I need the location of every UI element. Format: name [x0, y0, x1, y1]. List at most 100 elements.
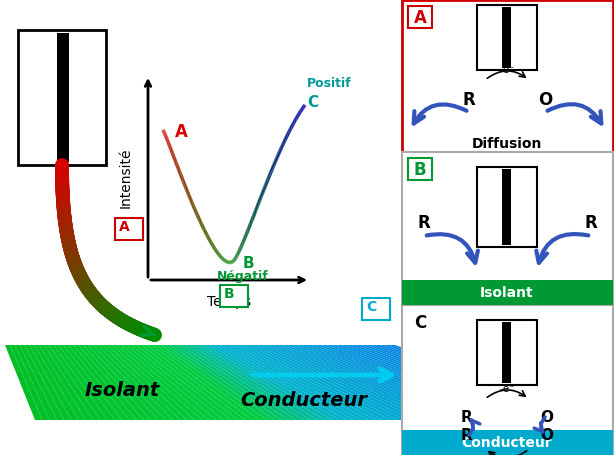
Text: -e⁻: -e⁻: [499, 65, 515, 75]
Polygon shape: [376, 345, 593, 420]
Text: Conducteur: Conducteur: [462, 436, 553, 450]
Text: C: C: [414, 314, 426, 332]
Polygon shape: [200, 345, 332, 420]
Polygon shape: [361, 345, 572, 420]
Polygon shape: [327, 345, 521, 420]
Polygon shape: [39, 345, 93, 420]
Polygon shape: [127, 345, 223, 420]
Text: Conducteur: Conducteur: [240, 390, 367, 410]
Polygon shape: [332, 345, 528, 420]
Polygon shape: [195, 345, 325, 420]
Text: A: A: [175, 123, 188, 141]
Polygon shape: [68, 345, 136, 420]
Text: Isolant: Isolant: [480, 286, 534, 300]
Polygon shape: [185, 345, 311, 420]
Polygon shape: [278, 345, 448, 420]
Polygon shape: [141, 345, 245, 420]
Text: R: R: [462, 91, 475, 109]
Polygon shape: [224, 345, 368, 420]
Bar: [402, 152, 613, 305]
Polygon shape: [137, 345, 238, 420]
Polygon shape: [312, 345, 499, 420]
Polygon shape: [381, 345, 600, 420]
Polygon shape: [351, 345, 557, 420]
Polygon shape: [293, 345, 470, 420]
Polygon shape: [298, 345, 477, 420]
Bar: [115, 218, 143, 240]
Polygon shape: [117, 345, 209, 420]
Polygon shape: [146, 345, 252, 420]
Polygon shape: [88, 345, 166, 420]
Text: Positif: Positif: [307, 77, 352, 90]
Polygon shape: [283, 345, 456, 420]
Text: -e⁻: -e⁻: [499, 384, 515, 394]
Polygon shape: [229, 345, 376, 420]
Polygon shape: [336, 345, 535, 420]
Polygon shape: [273, 345, 441, 420]
Text: Diffusion: Diffusion: [472, 137, 542, 151]
Polygon shape: [366, 345, 579, 420]
Polygon shape: [93, 345, 173, 420]
Bar: [402, 280, 613, 305]
Polygon shape: [15, 345, 56, 420]
Polygon shape: [25, 345, 71, 420]
Text: O: O: [538, 91, 552, 109]
Bar: [477, 5, 537, 70]
Polygon shape: [356, 345, 564, 420]
Text: R: R: [461, 428, 473, 443]
Polygon shape: [78, 345, 151, 420]
Bar: [502, 169, 511, 245]
Polygon shape: [302, 345, 484, 420]
Polygon shape: [156, 345, 267, 420]
Polygon shape: [190, 345, 318, 420]
Polygon shape: [20, 345, 64, 420]
Polygon shape: [181, 345, 303, 420]
Polygon shape: [98, 345, 180, 420]
Text: Négatif: Négatif: [217, 270, 269, 283]
Polygon shape: [268, 345, 433, 420]
Text: O: O: [540, 410, 553, 425]
Polygon shape: [176, 345, 296, 420]
Polygon shape: [54, 345, 115, 420]
Polygon shape: [73, 345, 144, 420]
Bar: [477, 167, 537, 247]
Polygon shape: [49, 345, 107, 420]
Polygon shape: [44, 345, 100, 420]
Polygon shape: [239, 345, 391, 420]
Polygon shape: [83, 345, 158, 420]
Polygon shape: [244, 345, 397, 420]
Polygon shape: [317, 345, 507, 420]
Polygon shape: [254, 345, 412, 420]
Bar: [402, 430, 613, 455]
Text: B: B: [243, 256, 254, 271]
Bar: [408, 158, 432, 180]
Polygon shape: [210, 345, 347, 420]
Polygon shape: [215, 345, 354, 420]
Polygon shape: [385, 345, 608, 420]
Text: B: B: [414, 161, 426, 179]
Polygon shape: [371, 345, 586, 420]
Bar: [477, 320, 537, 385]
Text: C: C: [307, 95, 318, 110]
Text: Temps: Temps: [207, 295, 251, 309]
Polygon shape: [249, 345, 405, 420]
Bar: [362, 298, 390, 320]
Polygon shape: [288, 345, 463, 420]
Polygon shape: [63, 345, 130, 420]
Bar: [56, 33, 69, 162]
Polygon shape: [263, 345, 427, 420]
Text: O: O: [540, 428, 553, 443]
Text: R: R: [585, 214, 597, 232]
Text: Isolant: Isolant: [85, 380, 160, 399]
Bar: [402, 305, 613, 455]
Bar: [502, 322, 511, 383]
Polygon shape: [5, 345, 42, 420]
Bar: [408, 6, 432, 28]
Text: A: A: [119, 220, 130, 234]
Text: C: C: [366, 300, 376, 314]
Polygon shape: [34, 345, 86, 420]
Polygon shape: [107, 345, 195, 420]
Polygon shape: [341, 345, 543, 420]
Polygon shape: [307, 345, 492, 420]
Polygon shape: [132, 345, 231, 420]
